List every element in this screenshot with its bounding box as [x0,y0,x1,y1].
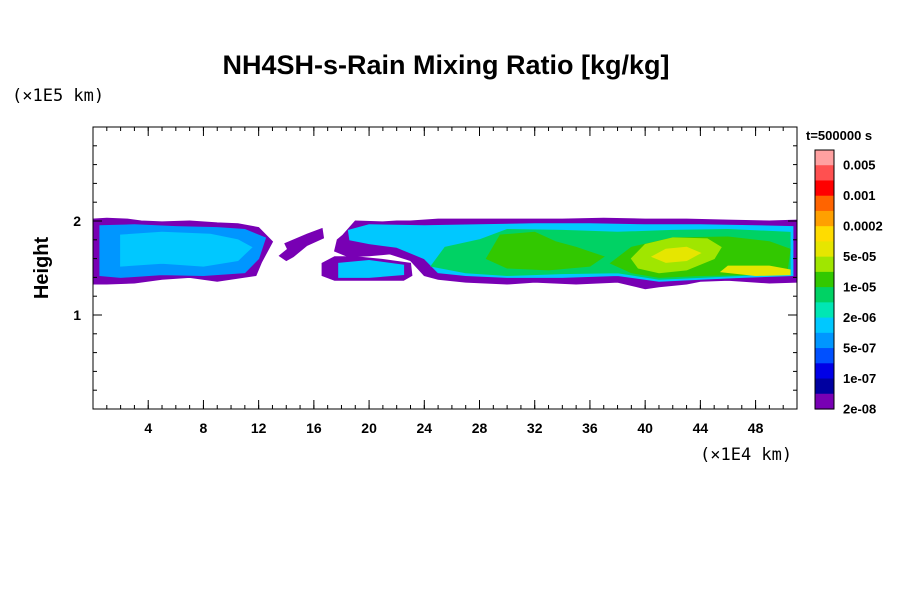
colorbar-swatch [815,317,834,334]
y-tick-label: 2 [73,213,81,229]
plot-frame [92,126,798,410]
y-axis-label: Height [31,237,53,300]
colorbar-swatch [815,302,834,319]
colorbar-swatch [815,210,834,227]
x-tick-label: 20 [361,420,377,436]
contour-region-7 [338,259,405,278]
y-axis-unit: (×1E5 km) [12,86,104,106]
x-tick-label: 36 [582,420,598,436]
colorbar-swatch [815,271,834,288]
colorbar-swatch [815,165,834,182]
x-tick-label: 44 [693,420,709,436]
x-tick-label: 4 [144,420,152,436]
colorbar-swatch [815,363,834,380]
time-label: t=500000 s [806,128,872,143]
colorbar-swatch [815,256,834,273]
colorbar-label: 2e-06 [843,310,876,325]
x-tick-label: 8 [200,420,208,436]
contour-region-5 [120,231,253,267]
x-tick-label: 48 [748,420,764,436]
colorbar-swatch [815,332,834,349]
plot-area [92,217,798,290]
x-tick-label: 32 [527,420,543,436]
colorbar: 0.005 0.001 0.0002 5e-05 1e-05 2e-06 5e-07 1e-0… [814,149,883,417]
colorbar-swatch [815,378,834,395]
colorbar-label: 1e-05 [843,280,876,295]
contour-region-9 [485,231,605,271]
x-tick-label: 28 [472,420,488,436]
colorbar-swatch [815,195,834,212]
colorbar-swatch [815,348,834,364]
x-tick-label: 12 [251,420,267,436]
x-tick-label: 24 [417,420,433,436]
colorbar-label: 0.005 [843,158,876,173]
x-axis-unit: (×1E4 km) [700,445,792,465]
contour-region-13 [719,265,791,277]
colorbar-label: 5e-07 [843,341,876,356]
colorbar-label: 1e-07 [843,371,876,386]
x-tick-label: 40 [637,420,653,436]
y-tick-label: 1 [73,307,81,323]
colorbar-label: 5e-05 [843,249,876,264]
chart-title: NH4SH-s-Rain Mixing Ratio [kg/kg] [222,50,669,80]
contour-region-12 [650,246,702,263]
contour-region-1 [278,227,325,262]
colorbar-label: 0.0002 [843,219,883,234]
colorbar-frame [814,149,835,410]
colorbar-swatch [815,226,834,243]
colorbar-label: 2e-08 [843,402,876,417]
colorbar-swatch [815,180,834,197]
colorbar-swatch [815,241,834,258]
colorbar-swatch [815,150,834,166]
colorbar-swatch [815,393,834,410]
colorbar-swatch [815,287,834,303]
colorbar-label: 0.001 [843,188,876,203]
x-tick-label: 16 [306,420,322,436]
